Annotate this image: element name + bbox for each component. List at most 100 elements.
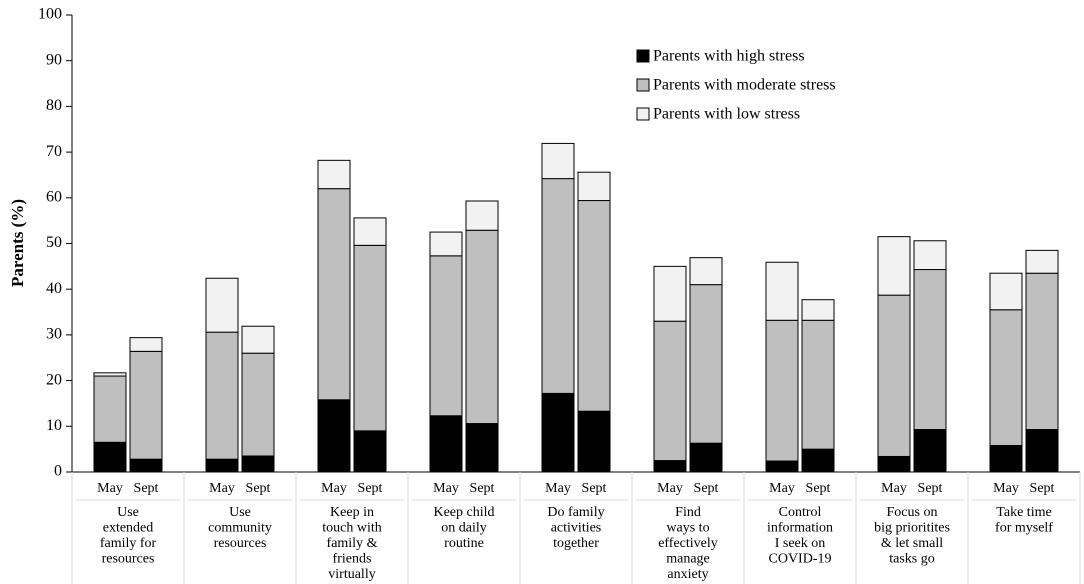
bar-segment-high-stress — [541, 392, 575, 473]
group-label: Keep in touch with family & friends virtuall… — [322, 505, 382, 582]
group-label-line: resources — [102, 552, 155, 567]
group-label-line: Use — [229, 505, 251, 520]
period-label: May — [881, 481, 907, 496]
group-label-line: COVID-19 — [769, 552, 832, 567]
legend-swatch — [636, 49, 650, 63]
group-label: Take time for myself — [995, 505, 1053, 536]
bar-segment-moderate-stress — [577, 200, 611, 412]
bar-segment-high-stress — [205, 458, 239, 473]
period-label: May — [769, 481, 795, 496]
bar-segment-low-stress — [317, 159, 351, 190]
group-label-line: ways to — [666, 521, 709, 536]
bar-segment-moderate-stress — [1025, 272, 1059, 430]
group-label-line: activities — [551, 521, 602, 536]
bar-segment-high-stress — [429, 415, 463, 473]
y-tick-label: 20 — [46, 371, 62, 388]
bar-segment-moderate-stress — [801, 319, 835, 450]
group-label-line: touch with — [322, 521, 382, 536]
bar-segment-high-stress — [877, 455, 911, 473]
group-label-line: Keep in — [330, 505, 374, 520]
group-label-line: on daily — [441, 521, 487, 536]
bar-segment-high-stress — [465, 423, 499, 473]
group-label-line: extended — [103, 521, 154, 536]
group-label-line: family & — [327, 536, 378, 551]
bar-segment-low-stress — [241, 325, 275, 354]
group-label-line: virtually — [328, 567, 375, 582]
period-label: May — [209, 481, 235, 496]
group-label-line: Control — [779, 505, 822, 520]
group-label-line: for myself — [995, 521, 1053, 536]
period-label: Sept — [806, 481, 831, 496]
bar-segment-high-stress — [129, 458, 163, 473]
y-tick-label: 70 — [46, 143, 62, 160]
bar-segment-moderate-stress — [765, 319, 799, 462]
group-label: Use community resources — [208, 505, 272, 551]
period-label: Sept — [582, 481, 607, 496]
period-label: Sept — [470, 481, 495, 496]
bars — [93, 142, 1059, 473]
bar-segment-low-stress — [353, 217, 387, 246]
bar-segment-high-stress — [577, 410, 611, 473]
period-label: Sept — [246, 481, 271, 496]
y-tick-label: 10 — [46, 417, 62, 434]
period-label: Sept — [134, 481, 159, 496]
legend-label: Parents with high stress — [653, 48, 805, 65]
y-axis-ticks: 0 10 20 30 40 50 60 70 80 90 100 — [38, 6, 72, 480]
bar-segment-low-stress — [801, 299, 835, 321]
bar-segment-low-stress — [429, 231, 463, 257]
group-label-line: community — [208, 521, 272, 536]
group-label-line: tasks go — [889, 552, 935, 567]
bar-segment-low-stress — [577, 171, 611, 202]
bar-segment-high-stress — [765, 460, 799, 473]
bar-segment-low-stress — [465, 200, 499, 231]
y-tick-label: 30 — [46, 326, 62, 343]
bar-segment-moderate-stress — [317, 188, 351, 401]
group-label-line: big prioritites — [874, 521, 950, 536]
period-label: Sept — [918, 481, 943, 496]
group-label-line: friends — [333, 552, 372, 567]
bar-segment-moderate-stress — [465, 229, 499, 425]
bar-segment-low-stress — [205, 277, 239, 333]
group-label-line: Take time — [996, 505, 1051, 520]
bar-segment-low-stress — [1025, 249, 1059, 274]
period-label: May — [433, 481, 459, 496]
y-axis-title: Parents (%) — [8, 199, 27, 287]
group-label-line: anxiety — [667, 567, 708, 582]
y-tick-label: 60 — [46, 188, 62, 205]
group-label-line: Focus on — [887, 505, 938, 520]
bar-segment-moderate-stress — [877, 294, 911, 457]
legend-label: Parents with low stress — [653, 106, 800, 123]
group-label-line: & let small — [881, 536, 943, 551]
period-label: Sept — [694, 481, 719, 496]
period-label: May — [321, 481, 347, 496]
period-label: May — [97, 481, 123, 496]
bar-segment-high-stress — [653, 460, 687, 473]
bar-segment-high-stress — [913, 428, 947, 473]
bar-segment-high-stress — [241, 455, 275, 473]
bar-segment-low-stress — [129, 337, 163, 352]
bar-segment-moderate-stress — [989, 309, 1023, 446]
group-label-line: manage — [666, 552, 710, 567]
bar-segment-moderate-stress — [129, 350, 163, 460]
bar-segment-moderate-stress — [429, 255, 463, 417]
bar-segment-high-stress — [689, 442, 723, 473]
group-label: Control information I seek on COVID-19 — [767, 505, 833, 567]
bar-segment-low-stress — [93, 372, 127, 377]
bar-segment-low-stress — [653, 265, 687, 322]
y-tick-label: 100 — [38, 6, 62, 23]
bar-segment-high-stress — [1025, 428, 1059, 473]
group-label-line: I seek on — [775, 536, 826, 551]
bar-segment-high-stress — [93, 441, 127, 473]
group-label-line: Find — [675, 505, 701, 520]
group-label: Find ways to effectively manage anxiety — [658, 505, 718, 582]
legend-label: Parents with moderate stress — [653, 77, 836, 94]
legend-swatch — [636, 78, 650, 92]
y-tick-label: 40 — [46, 280, 62, 297]
group-label-line: Use — [117, 505, 139, 520]
y-tick-label: 50 — [46, 234, 62, 251]
bar-segment-moderate-stress — [913, 269, 947, 430]
bar-segment-moderate-stress — [689, 284, 723, 444]
group-label-line: routine — [444, 536, 484, 551]
